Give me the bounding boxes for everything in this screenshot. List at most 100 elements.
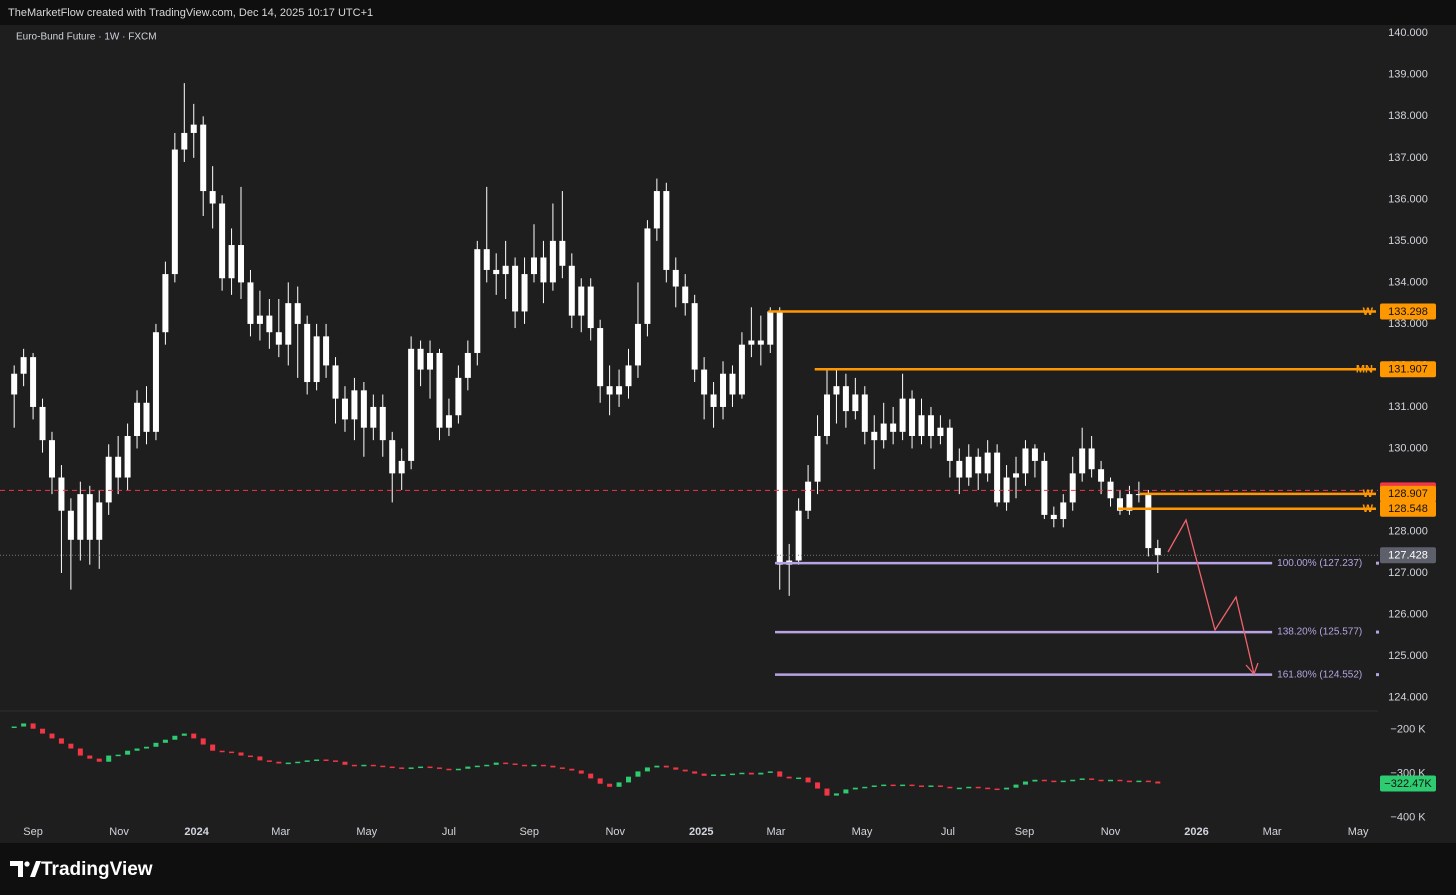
indicator-bar	[200, 738, 206, 745]
candle-body	[294, 303, 301, 324]
candle-body	[209, 191, 216, 204]
indicator-bar	[692, 771, 698, 774]
candle-body	[871, 431, 878, 441]
candle-body	[455, 377, 462, 416]
candle-body	[219, 203, 226, 279]
indicator-bar	[522, 764, 528, 767]
indicator-bar	[162, 739, 168, 743]
candle-body	[389, 440, 396, 474]
candle-body	[691, 303, 698, 370]
x-tick-label: May	[356, 826, 377, 838]
candle-body	[1022, 448, 1029, 474]
indicator-bar	[361, 764, 367, 767]
level-price-box	[1380, 303, 1436, 320]
indicator-bar	[966, 786, 972, 789]
candle-body	[795, 510, 802, 561]
candle-body	[899, 398, 906, 432]
candle-body	[86, 494, 93, 540]
indicator-bar	[465, 766, 471, 769]
footer: TradingView	[10, 859, 153, 880]
indicator-bar	[503, 762, 509, 765]
candle-body	[729, 373, 736, 395]
y-tick-label: 131.000	[1388, 401, 1428, 413]
x-tick-label: May	[1348, 826, 1369, 838]
y-tick-label: 135.000	[1388, 235, 1428, 247]
indicator-bar	[729, 773, 735, 776]
candle-body	[96, 502, 103, 540]
indicator-bar	[96, 758, 102, 762]
level-price-box	[1380, 485, 1436, 502]
indicator-value-box	[1380, 775, 1436, 792]
candle-body	[445, 415, 452, 428]
y-tick-label: 139.000	[1388, 69, 1428, 81]
indicator-bar	[247, 755, 253, 758]
indicator-bar	[843, 789, 849, 794]
x-tick-label: 2026	[1184, 826, 1208, 838]
indicator-bar	[77, 748, 83, 756]
candle-body	[483, 249, 490, 270]
candle-body	[644, 228, 651, 324]
candle-body	[994, 452, 1001, 503]
chart-title: Euro-Bund Future · 1W · FXCM	[16, 32, 157, 43]
indicator-bar	[919, 785, 925, 787]
indicator-bar	[540, 764, 546, 767]
indicator-bar	[597, 778, 603, 784]
x-tick-label: Mar	[271, 826, 290, 838]
indicator-bar	[172, 735, 178, 740]
indicator-bar	[351, 764, 357, 767]
indicator-bar	[644, 767, 650, 772]
candle-body	[634, 323, 641, 366]
last-price-box	[1380, 547, 1436, 564]
indicator-bar	[1004, 787, 1010, 790]
indicator-bar	[380, 765, 386, 768]
candle-body	[30, 357, 37, 407]
y-tick-label: 128.000	[1388, 525, 1428, 537]
candle-body	[559, 240, 566, 266]
level-price-box	[1380, 361, 1436, 378]
candle-body	[653, 191, 660, 229]
candle-body	[880, 423, 887, 441]
fib-label: 138.20% (125.577)	[1277, 627, 1362, 638]
candle-body	[512, 265, 519, 312]
y-tick-label: 140.000	[1388, 27, 1428, 39]
candle-body	[256, 315, 263, 324]
indicator-bar	[824, 788, 830, 796]
indicator-bar	[559, 767, 565, 769]
indicator-bar	[106, 755, 112, 762]
y-tick-label: 126.000	[1388, 608, 1428, 620]
candle-body	[48, 440, 55, 478]
candle-body	[190, 124, 197, 133]
fib-axis-dot	[1376, 630, 1379, 634]
indicator-bar	[673, 767, 679, 770]
indicator-bar	[1070, 779, 1076, 782]
y-tick-label: 138.000	[1388, 110, 1428, 122]
candle-body	[493, 269, 500, 275]
indicator-bar	[1117, 779, 1123, 782]
indicator-bar	[635, 771, 641, 777]
indicator-bar	[616, 782, 622, 787]
level-price-text: 133.298	[1388, 306, 1428, 318]
candle-body	[1079, 448, 1086, 474]
indicator-bar	[1051, 780, 1057, 783]
level-price-text: 131.907	[1388, 364, 1428, 376]
indicator-bar	[49, 733, 55, 739]
indicator-bar	[682, 769, 688, 772]
indicator-bar	[1136, 780, 1142, 783]
candle-body	[682, 286, 689, 304]
indicator-bar	[115, 754, 121, 757]
candle-body	[625, 365, 632, 387]
candle-body	[200, 124, 207, 192]
indicator-bar	[777, 771, 783, 777]
indicator-bar	[1155, 781, 1161, 784]
indicator-bar	[210, 744, 216, 751]
indicator-bar	[796, 777, 802, 780]
candle-body	[332, 365, 339, 399]
indicator-bar	[1145, 780, 1151, 783]
indicator-bar	[626, 776, 632, 783]
x-tick-label: Nov	[605, 826, 625, 838]
indicator-bar	[994, 788, 1000, 791]
candle-body	[1031, 448, 1038, 461]
candle-body	[115, 456, 122, 478]
candle-body	[417, 348, 424, 370]
